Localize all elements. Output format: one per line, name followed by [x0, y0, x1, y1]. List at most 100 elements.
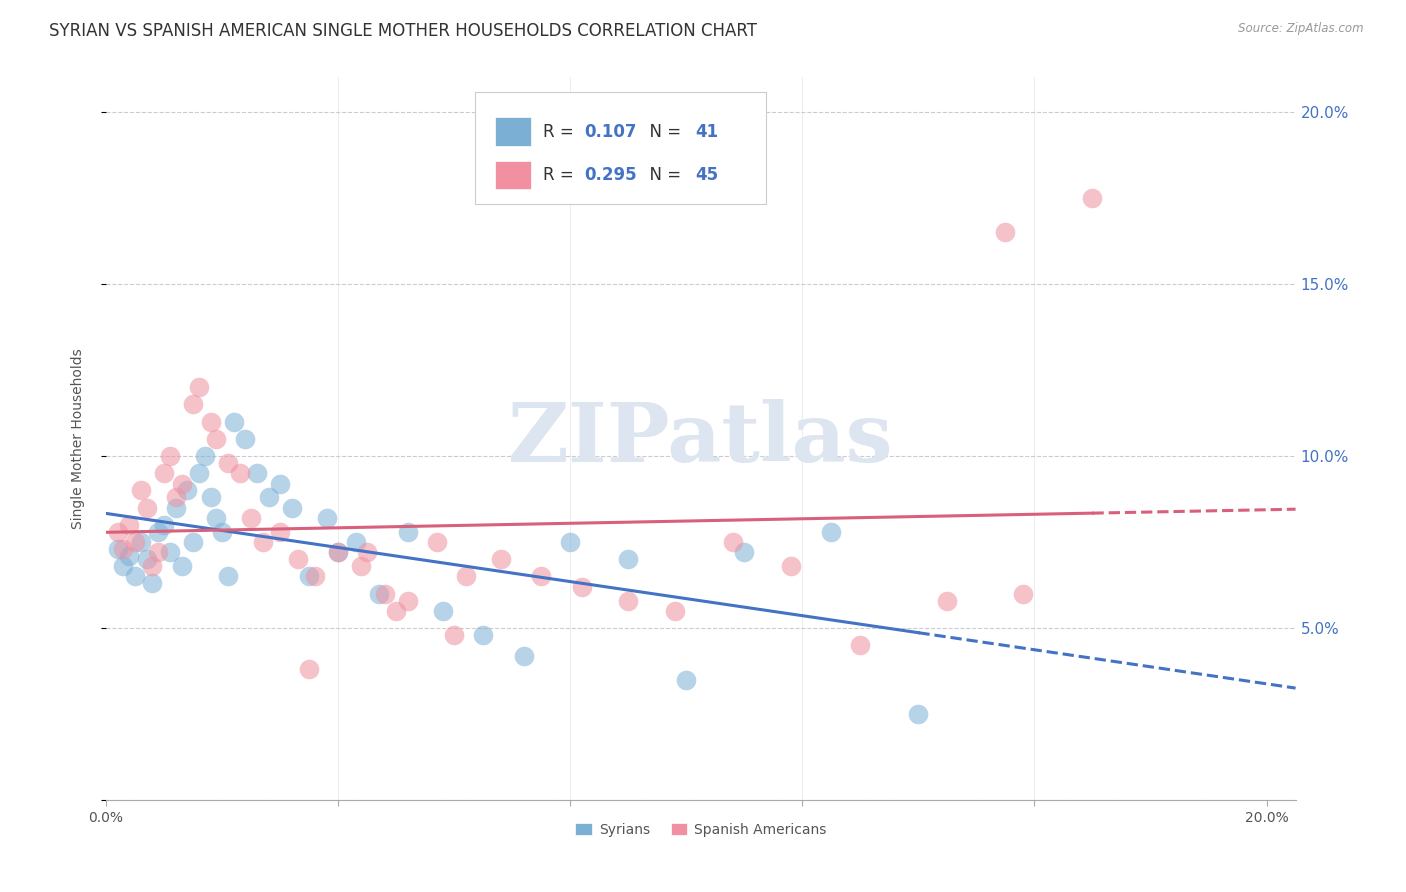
Point	[107, 524, 129, 539]
Bar	[495, 161, 530, 189]
Point	[994, 225, 1017, 239]
Point	[367, 587, 389, 601]
Point	[560, 535, 582, 549]
Point	[181, 535, 204, 549]
Point	[374, 587, 396, 601]
Point	[159, 449, 181, 463]
Point	[141, 576, 163, 591]
Point	[443, 628, 465, 642]
Point	[849, 638, 872, 652]
Point	[269, 524, 291, 539]
Text: Source: ZipAtlas.com: Source: ZipAtlas.com	[1239, 22, 1364, 36]
Text: N =: N =	[638, 122, 686, 141]
Point	[170, 559, 193, 574]
Text: 41: 41	[695, 122, 718, 141]
Point	[936, 593, 959, 607]
Point	[287, 552, 309, 566]
Point	[617, 552, 640, 566]
Point	[907, 707, 929, 722]
Point	[779, 559, 801, 574]
Point	[432, 604, 454, 618]
Point	[454, 569, 477, 583]
Point	[187, 467, 209, 481]
Point	[513, 648, 536, 663]
Point	[194, 449, 217, 463]
Point	[617, 593, 640, 607]
Point	[165, 500, 187, 515]
Point	[176, 483, 198, 498]
Legend: Syrians, Spanish Americans: Syrians, Spanish Americans	[568, 816, 834, 844]
Point	[530, 569, 553, 583]
Point	[1081, 191, 1104, 205]
Point	[664, 604, 686, 618]
Point	[385, 604, 408, 618]
Point	[153, 517, 176, 532]
Point	[222, 415, 245, 429]
Point	[181, 397, 204, 411]
Point	[124, 569, 146, 583]
Point	[205, 432, 228, 446]
Text: 0.295: 0.295	[585, 166, 637, 184]
Point	[257, 491, 280, 505]
Point	[141, 559, 163, 574]
Point	[200, 491, 222, 505]
Point	[721, 535, 744, 549]
Point	[350, 559, 373, 574]
Point	[159, 545, 181, 559]
Point	[269, 476, 291, 491]
Point	[107, 541, 129, 556]
Point	[217, 456, 239, 470]
Point	[211, 524, 233, 539]
Point	[170, 476, 193, 491]
Point	[246, 467, 269, 481]
Point	[356, 545, 378, 559]
Point	[571, 580, 593, 594]
Point	[112, 559, 135, 574]
Point	[129, 483, 152, 498]
Bar	[495, 117, 530, 146]
Point	[396, 593, 419, 607]
Point	[820, 524, 842, 539]
Point	[124, 535, 146, 549]
Y-axis label: Single Mother Households: Single Mother Households	[72, 349, 86, 529]
Text: R =: R =	[543, 122, 579, 141]
Text: N =: N =	[638, 166, 686, 184]
Point	[129, 535, 152, 549]
Point	[252, 535, 274, 549]
Point	[153, 467, 176, 481]
Point	[240, 511, 263, 525]
Point	[148, 545, 170, 559]
Point	[344, 535, 367, 549]
Point	[328, 545, 350, 559]
Point	[426, 535, 449, 549]
Point	[1012, 587, 1035, 601]
Point	[281, 500, 304, 515]
Point	[472, 628, 495, 642]
Point	[200, 415, 222, 429]
Point	[118, 549, 141, 563]
Point	[112, 541, 135, 556]
Text: ZIPatlas: ZIPatlas	[508, 399, 894, 479]
Point	[315, 511, 337, 525]
Point	[135, 500, 157, 515]
Point	[228, 467, 250, 481]
Point	[205, 511, 228, 525]
Point	[304, 569, 326, 583]
Text: 45: 45	[695, 166, 718, 184]
Point	[396, 524, 419, 539]
Text: SYRIAN VS SPANISH AMERICAN SINGLE MOTHER HOUSEHOLDS CORRELATION CHART: SYRIAN VS SPANISH AMERICAN SINGLE MOTHER…	[49, 22, 758, 40]
Point	[165, 491, 187, 505]
FancyBboxPatch shape	[475, 92, 766, 204]
Point	[233, 432, 256, 446]
Point	[217, 569, 239, 583]
Point	[118, 517, 141, 532]
Point	[489, 552, 512, 566]
Point	[675, 673, 697, 687]
Point	[298, 569, 321, 583]
Point	[135, 552, 157, 566]
Point	[187, 380, 209, 394]
Text: R =: R =	[543, 166, 579, 184]
Point	[298, 662, 321, 676]
Point	[733, 545, 755, 559]
Point	[328, 545, 350, 559]
